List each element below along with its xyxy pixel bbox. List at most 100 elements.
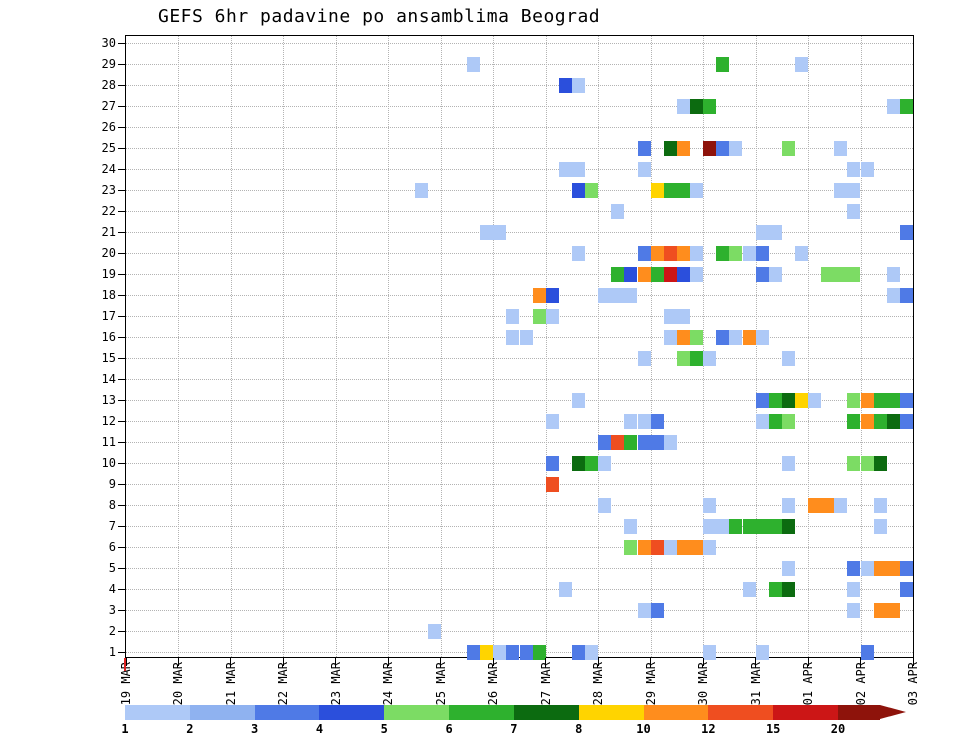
heatmap-cell [729,329,743,345]
gridline-h [126,85,913,86]
axis-tick [118,463,125,464]
colorbar-segment [125,705,191,720]
y-axis-label: 17 [101,309,116,323]
gridline-h [126,505,913,506]
heatmap-cell [650,182,664,198]
gridline-h [126,379,913,380]
gridline-v [545,36,547,657]
axis-tick [545,658,547,666]
gridline-v [755,36,757,657]
heatmap-cell [663,329,677,345]
heatmap-cell [716,140,730,156]
axis-tick [118,85,125,86]
axis-tick [118,232,125,233]
heatmap-cell [585,182,599,198]
heatmap-cell [676,266,690,282]
gridline-h [126,547,913,548]
heatmap-cell [572,392,586,408]
colorbar-arrow-tip [880,705,906,719]
heatmap-cell [545,287,559,303]
y-axis-label: 20 [101,246,116,260]
heatmap-cell [611,266,625,282]
axis-tick [282,658,284,666]
heatmap-cell [663,308,677,324]
gridline-h [126,232,913,233]
heatmap-cell [768,224,782,240]
heatmap-cell [663,140,677,156]
heatmap-cell [781,560,795,576]
heatmap-cell [427,623,441,639]
axis-tick [597,658,599,666]
y-axis-label: 15 [101,351,116,365]
gridline-h [126,568,913,569]
y-axis-label: 3 [108,603,116,617]
heatmap-cell [572,245,586,261]
heatmap-cell [834,140,848,156]
x-axis-label: 03 APR [906,662,920,706]
heatmap-cell [611,434,625,450]
heatmap-cell [729,245,743,261]
colorbar-label: 8 [575,722,583,736]
heatmap-cell [703,98,717,114]
heatmap-cell [545,455,559,471]
gridline-h [126,316,913,317]
time-marker [124,658,126,671]
heatmap-cell [572,182,586,198]
heatmap-cell [676,182,690,198]
heatmap-cell [650,413,664,429]
heatmap-cell [899,560,913,576]
heatmap-cell [676,350,690,366]
colorbar-segment [513,705,580,720]
y-axis-label: 27 [101,99,116,113]
axis-tick [650,658,652,666]
axis-tick [118,43,125,44]
heatmap-cell [637,140,651,156]
colorbar-label: 3 [251,722,259,736]
gridline-v [598,36,600,657]
axis-tick [118,568,125,569]
gridline-h [126,106,913,107]
gridline-h [126,64,913,65]
heatmap-cell [821,266,835,282]
heatmap-cell [847,560,861,576]
gridline-h [126,43,913,44]
y-axis-label: 29 [101,57,116,71]
axis-tick [118,547,125,548]
heatmap-cell [637,602,651,618]
heatmap-cell [847,182,861,198]
axis-tick [860,658,862,666]
heatmap-cell [873,497,887,513]
gridline-v [440,36,442,657]
heatmap-cell [755,224,769,240]
heatmap-cell [781,581,795,597]
axis-tick [118,358,125,359]
axis-tick [118,442,125,443]
heatmap-cell [703,518,717,534]
heatmap-cell [755,266,769,282]
y-axis-label: 2 [108,624,116,638]
heatmap-cell [860,455,874,471]
heatmap-cell [834,266,848,282]
y-axis-label: 21 [101,225,116,239]
axis-tick [755,658,757,666]
heatmap-cell [598,455,612,471]
colorbar-label: 5 [380,722,388,736]
heatmap-cell [676,539,690,555]
gridline-h [126,589,913,590]
heatmap-cell [781,518,795,534]
heatmap-cell [742,518,756,534]
heatmap-cell [808,497,822,513]
y-axis-label: 14 [101,372,116,386]
heatmap-cell [781,497,795,513]
heatmap-cell [795,392,808,408]
axis-tick [118,337,125,338]
colorbar-segment [773,705,839,720]
heatmap-cell [755,245,769,261]
heatmap-cell [532,308,546,324]
colorbar-label: 10 [636,722,651,736]
heatmap-cell [676,308,690,324]
heatmap-cell [768,413,782,429]
gridline-h [126,484,913,485]
heatmap-cell [703,350,717,366]
heatmap-cell [834,497,848,513]
